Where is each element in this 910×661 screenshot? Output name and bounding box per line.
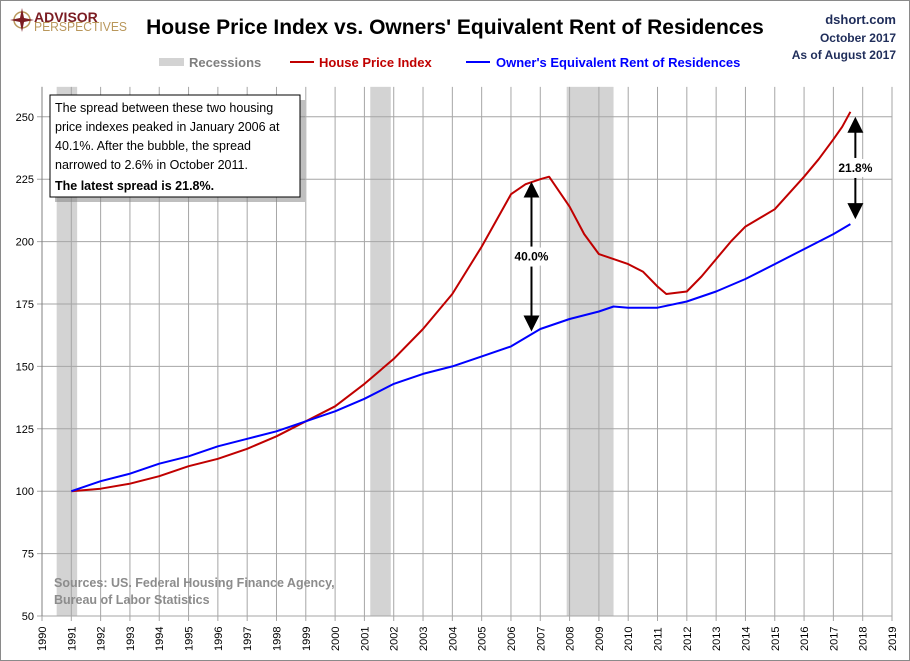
x-tick-label: 2014 — [740, 627, 752, 651]
logo: ADVISOR PERSPECTIVES — [10, 8, 127, 34]
y-tick-label: 125 — [16, 424, 34, 436]
note-line: The spread between these two housing — [55, 101, 273, 115]
spread-label-bg — [511, 247, 552, 266]
x-tick-label: 2010 — [623, 627, 635, 651]
y-tick-label: 100 — [16, 486, 34, 498]
y-tick-label: 150 — [16, 361, 34, 373]
oer-line — [70, 223, 851, 493]
recession-band — [56, 86, 78, 616]
y-tick-label: 200 — [16, 237, 34, 249]
x-tick-label: 2007 — [535, 627, 547, 651]
note-line: price indexes peaked in January 2006 at — [55, 120, 280, 134]
recession-band — [566, 86, 614, 616]
x-tick-label: 1990 — [37, 627, 49, 651]
as-of-label: As of August 2017 — [792, 48, 897, 62]
spread-label: 21.8% — [838, 161, 872, 175]
chart-title: House Price Index vs. Owners' Equivalent… — [146, 16, 764, 39]
x-tick-label: 2004 — [447, 627, 459, 651]
sources-line: Bureau of Labor Statistics — [54, 593, 210, 607]
x-tick-label: 1991 — [66, 627, 78, 651]
x-tick-label: 2017 — [828, 627, 840, 651]
legend-recessions: Recessions — [189, 55, 261, 70]
x-tick-label: 1995 — [184, 627, 196, 651]
x-tick-label: 2001 — [359, 627, 371, 651]
x-tick-label: 2013 — [711, 627, 723, 651]
x-tick-label: 2006 — [506, 627, 518, 651]
x-tick-label: 1993 — [125, 627, 137, 651]
x-tick-label: 1996 — [213, 627, 225, 651]
x-tick-label: 2005 — [477, 627, 489, 651]
x-tick-label: 2012 — [682, 627, 694, 651]
x-tick-label: 2009 — [594, 627, 606, 651]
sources-line: Sources: US. Federal Housing Finance Age… — [54, 576, 335, 590]
x-tick-label: 2008 — [565, 627, 577, 651]
hpi-line — [71, 111, 852, 493]
recession-band — [370, 86, 391, 616]
site-label: dshort.com — [825, 12, 896, 27]
x-tick-label: 2000 — [330, 627, 342, 651]
spread-label-bg — [835, 158, 876, 177]
y-tick-label: 75 — [22, 549, 34, 561]
x-tick-label: 2019 — [887, 627, 899, 651]
note-bold-line: The latest spread is 21.8%. — [55, 179, 214, 193]
x-tick-label: 2002 — [389, 627, 401, 651]
y-tick-label: 225 — [16, 174, 34, 186]
legend: Recessions House Price Index Owner's Equ… — [159, 55, 740, 70]
note-line: narrowed to 2.6% in October 2011. — [55, 158, 248, 172]
logo-line2: PERSPECTIVES — [34, 19, 127, 34]
x-tick-label: 2016 — [799, 627, 811, 651]
legend-oer: Owner's Equivalent Rent of Residences — [496, 55, 740, 70]
y-tick-label: 250 — [16, 112, 34, 124]
x-tick-label: 2015 — [770, 627, 782, 651]
note-box — [49, 94, 301, 198]
x-tick-label: 1997 — [242, 627, 254, 651]
date-label: October 2017 — [820, 31, 896, 45]
x-tick-label: 2011 — [653, 627, 665, 651]
y-tick-label: 175 — [16, 299, 34, 311]
legend-hpi: House Price Index — [319, 55, 432, 70]
note-line: 40.1%. After the bubble, the spread — [55, 139, 251, 153]
spread-label: 40.0% — [514, 250, 548, 264]
x-tick-label: 2018 — [858, 627, 870, 651]
y-tick-label: 50 — [22, 611, 34, 623]
compass-logo-icon — [10, 8, 34, 32]
x-tick-label: 1992 — [96, 627, 108, 651]
logo-line1: ADVISOR — [34, 9, 98, 25]
x-tick-label: 1999 — [301, 627, 313, 651]
legend-recession-swatch — [159, 58, 184, 66]
x-tick-label: 2003 — [418, 627, 430, 651]
x-tick-label: 1994 — [154, 627, 166, 651]
x-tick-label: 1998 — [271, 627, 283, 651]
